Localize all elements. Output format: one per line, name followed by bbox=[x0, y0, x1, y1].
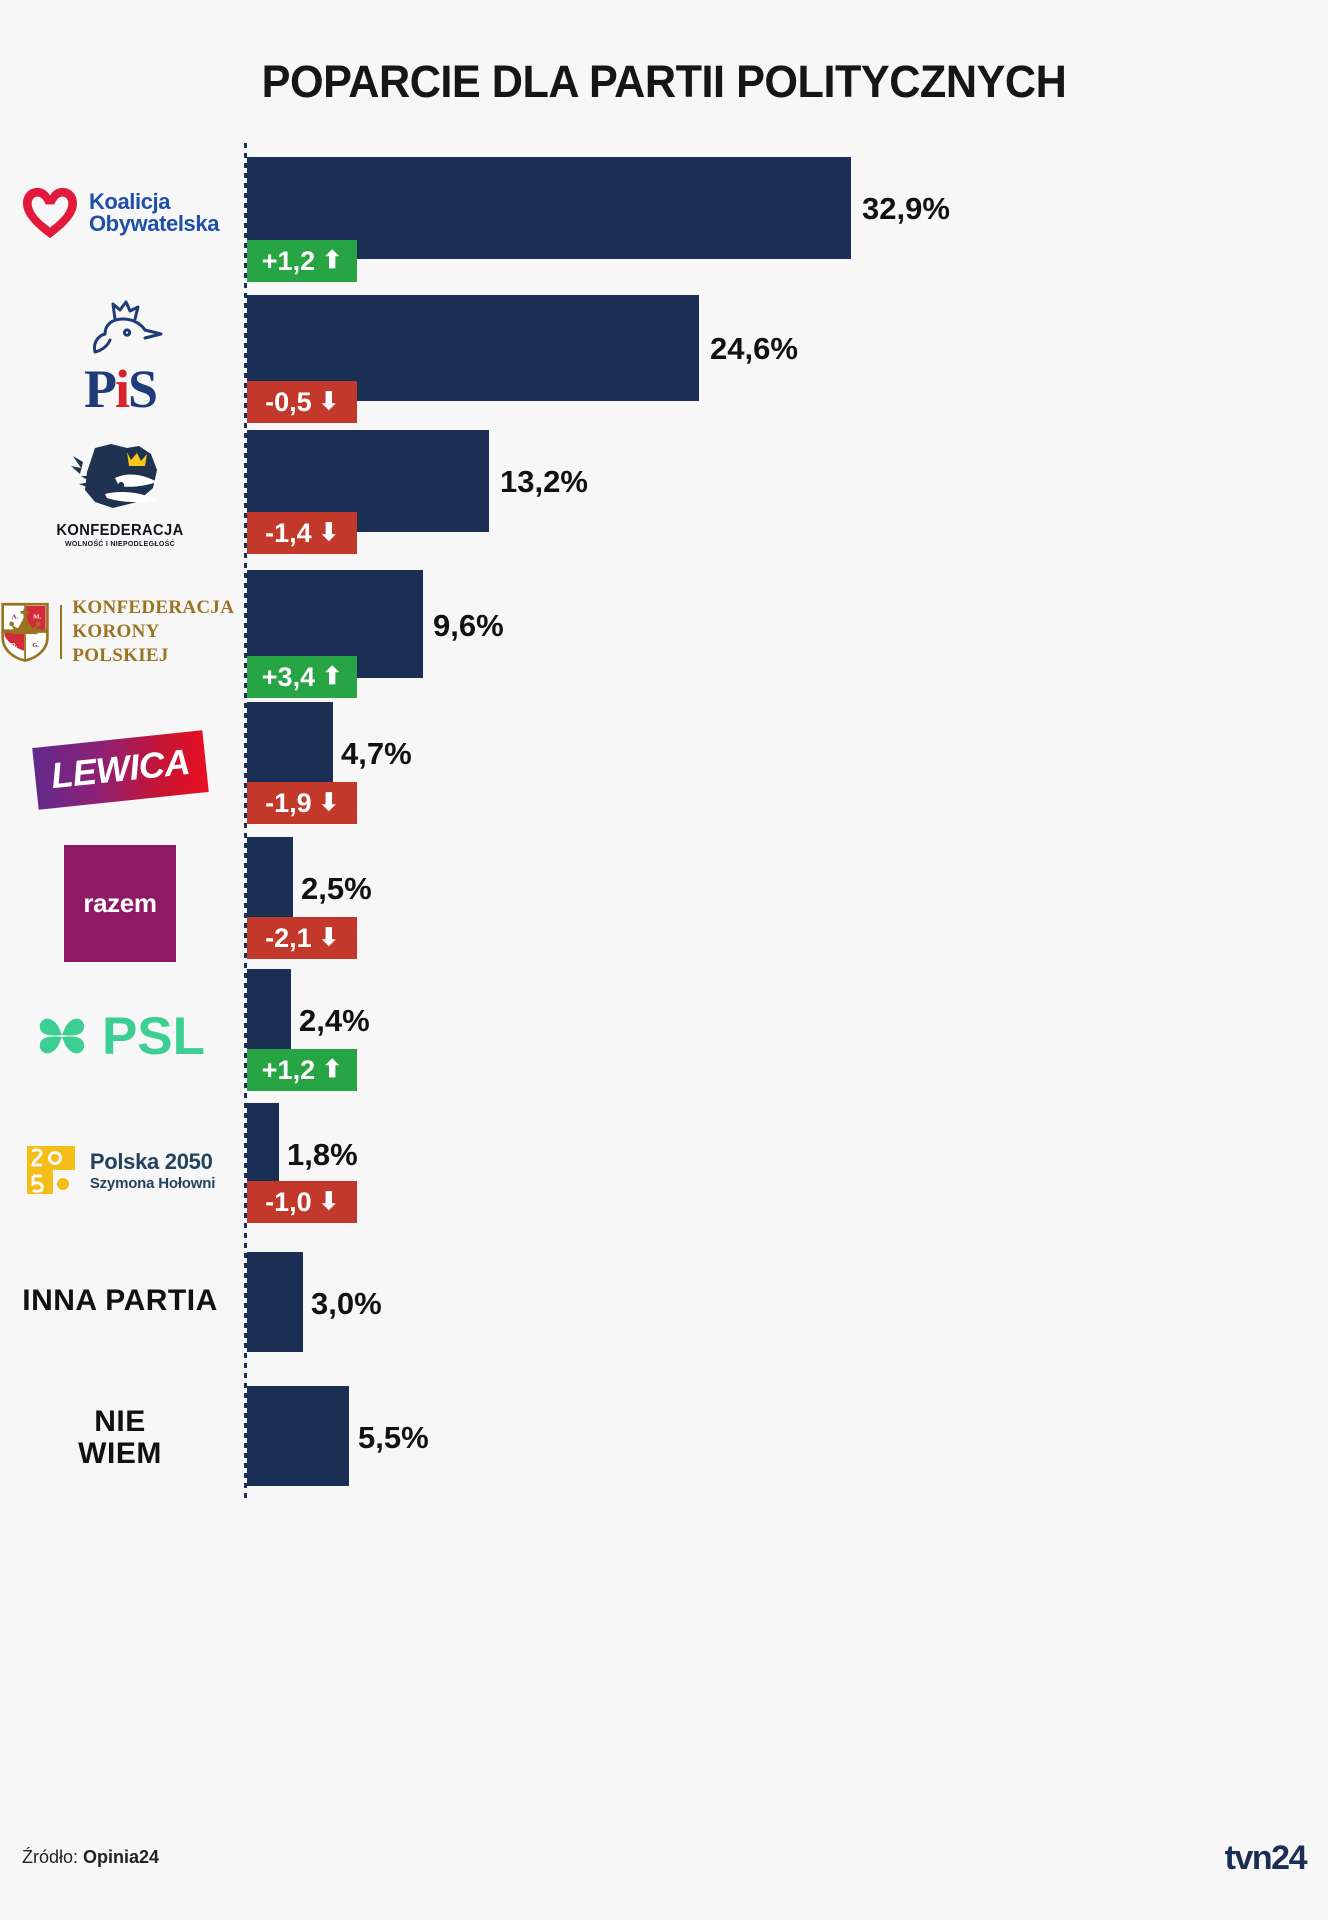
change-value: -1,9 bbox=[265, 787, 312, 818]
kkp-line2: KORONY POLSKIEJ bbox=[72, 621, 169, 666]
chart-row: razem 2,5% -2,1 ⬇ bbox=[0, 837, 1328, 971]
shield-icon: A. M. D. G. bbox=[0, 602, 49, 663]
svg-text:M.: M. bbox=[33, 614, 41, 621]
bar-nie-wiem bbox=[247, 1386, 349, 1486]
change-badge-pis: -0,5 ⬇ bbox=[247, 381, 357, 423]
p2050-line2: Szymona Hołowni bbox=[89, 1174, 216, 1192]
chart-row: NIE WIEM 5,5% bbox=[0, 1370, 1328, 1502]
change-badge-polska-2050: -1,0 ⬇ bbox=[247, 1181, 357, 1223]
arrow-down-icon: ⬇ bbox=[318, 388, 339, 415]
inna-partia-name: INNA PARTIA bbox=[22, 1283, 218, 1317]
arrow-down-icon: ⬇ bbox=[318, 789, 339, 816]
svg-text:A.: A. bbox=[11, 614, 18, 621]
tvn24-logo: tvn24 bbox=[1224, 1839, 1308, 1878]
party-logo-konfederacja: KONFEDERACJA WOLNOŚĆ I NIEPODLEGŁOŚĆ bbox=[0, 432, 240, 558]
value-label-koalicja-obywatelska: 32,9% bbox=[862, 191, 950, 226]
change-value: -1,0 bbox=[265, 1186, 312, 1217]
lewica-name: LEWICA bbox=[31, 730, 209, 810]
svg-text:D.: D. bbox=[10, 642, 17, 649]
arrow-down-icon: ⬇ bbox=[318, 924, 339, 951]
tvn-text: tvn bbox=[1224, 1839, 1273, 1877]
razem-name: razem bbox=[64, 844, 176, 962]
party-logo-koalicja-obywatelska: Koalicja Obywatelska bbox=[0, 153, 240, 273]
change-badge-konfederacja-korony-polskiej: +3,4 ⬆ bbox=[247, 656, 357, 698]
change-value: -1,4 bbox=[265, 517, 312, 548]
change-badge-koalicja-obywatelska: +1,2 ⬆ bbox=[247, 240, 357, 282]
arrow-down-icon: ⬇ bbox=[318, 1188, 339, 1215]
eagle-icon bbox=[70, 444, 157, 508]
nie-wiem-line1: NIE bbox=[94, 1404, 146, 1438]
pis-i: i bbox=[114, 358, 130, 419]
change-value: +1,2 bbox=[261, 1054, 316, 1085]
change-value: -2,1 bbox=[265, 922, 312, 953]
kkp-line1: KONFEDERACJA bbox=[72, 597, 235, 619]
ko-line1: Koalicja bbox=[88, 188, 171, 214]
value-label-inna-partia: 3,0% bbox=[311, 1286, 382, 1321]
arrow-down-icon: ⬇ bbox=[318, 519, 339, 546]
chart-row: Polska 2050 Szymona Hołowni 1,8% -1,0 ⬇ bbox=[0, 1103, 1328, 1238]
bar-inna-partia bbox=[247, 1252, 303, 1352]
nie-wiem-line2: WIEM bbox=[78, 1437, 162, 1470]
chart-row: PiS 24,6% -0,5 ⬇ bbox=[0, 291, 1328, 428]
value-label-razem: 2,5% bbox=[301, 871, 372, 906]
p2050-line1: Polska 2050 bbox=[89, 1148, 213, 1174]
arrow-up-icon: ⬆ bbox=[322, 663, 343, 690]
value-label-pis: 24,6% bbox=[710, 331, 798, 366]
change-value: +3,4 bbox=[261, 661, 316, 692]
clover-icon bbox=[39, 1018, 85, 1054]
polska-2050-mark-icon bbox=[26, 1146, 75, 1194]
chart-row: LEWICA 4,7% -1,9 ⬇ bbox=[0, 702, 1328, 837]
chart-row: KONFEDERACJA WOLNOŚĆ I NIEPODLEGŁOŚĆ 13,… bbox=[0, 428, 1328, 564]
pis-s: S bbox=[127, 358, 158, 419]
chart-row: INNA PARTIA 3,0% bbox=[0, 1238, 1328, 1370]
value-label-nie-wiem: 5,5% bbox=[358, 1420, 429, 1455]
party-logo-psl: PSL bbox=[0, 979, 240, 1093]
party-logo-lewica: LEWICA bbox=[0, 714, 240, 826]
source-note: Źródło: Opinia24 bbox=[22, 1847, 159, 1868]
change-badge-konfederacja: -1,4 ⬇ bbox=[247, 512, 357, 554]
konfederacja-sub: WOLNOŚĆ I NIEPODLEGŁOŚĆ bbox=[65, 541, 175, 548]
tvn-number: 24 bbox=[1271, 1839, 1307, 1877]
arrow-up-icon: ⬆ bbox=[322, 1056, 343, 1083]
chart-row: A. M. D. G. KONFEDERACJA KORONY POLSKIEJ… bbox=[0, 564, 1328, 704]
pis-p: P bbox=[83, 358, 117, 419]
value-label-lewica: 4,7% bbox=[341, 736, 412, 771]
heart-icon bbox=[22, 187, 77, 239]
eagle-icon bbox=[93, 300, 163, 353]
change-badge-psl: +1,2 ⬆ bbox=[247, 1049, 357, 1091]
psl-name: PSL bbox=[101, 1006, 206, 1066]
party-logo-pis: PiS bbox=[0, 297, 240, 422]
change-value: -0,5 bbox=[265, 386, 312, 417]
source-name: Opinia24 bbox=[83, 1847, 160, 1867]
bar-chart: Koalicja Obywatelska 32,9% +1,2 ⬆ bbox=[0, 143, 1328, 1503]
party-logo-konfederacja-korony-polskiej: A. M. D. G. KONFEDERACJA KORONY POLSKIEJ bbox=[0, 578, 240, 686]
change-value: +1,2 bbox=[261, 245, 316, 276]
chart-row: Koalicja Obywatelska 32,9% +1,2 ⬆ bbox=[0, 143, 1328, 291]
logo-divider bbox=[59, 605, 63, 659]
change-badge-lewica: -1,9 ⬇ bbox=[247, 782, 357, 824]
ko-line2: Obywatelska bbox=[88, 211, 220, 236]
value-label-konfederacja-korony-polskiej: 9,6% bbox=[433, 608, 504, 643]
baseline-axis bbox=[244, 143, 247, 1501]
party-label-inna-partia: INNA PARTIA bbox=[0, 1266, 240, 1336]
source-prefix: Źródło: bbox=[22, 1847, 84, 1867]
page-title: POPARCIE DLA PARTII POLITYCZNYCH bbox=[261, 56, 1067, 107]
party-label-nie-wiem: NIE WIEM bbox=[0, 1398, 240, 1478]
change-badge-razem: -2,1 ⬇ bbox=[247, 917, 357, 959]
value-label-konfederacja: 13,2% bbox=[500, 464, 588, 499]
value-label-polska-2050: 1,8% bbox=[287, 1137, 358, 1172]
svg-text:G.: G. bbox=[32, 642, 39, 649]
chart-row: PSL 2,4% +1,2 ⬆ bbox=[0, 969, 1328, 1105]
value-label-psl: 2,4% bbox=[299, 1003, 370, 1038]
party-logo-polska-2050: Polska 2050 Szymona Hołowni bbox=[0, 1115, 240, 1225]
konfederacja-name: KONFEDERACJA bbox=[56, 522, 184, 539]
arrow-up-icon: ⬆ bbox=[322, 247, 343, 274]
party-logo-razem: razem bbox=[0, 843, 240, 963]
